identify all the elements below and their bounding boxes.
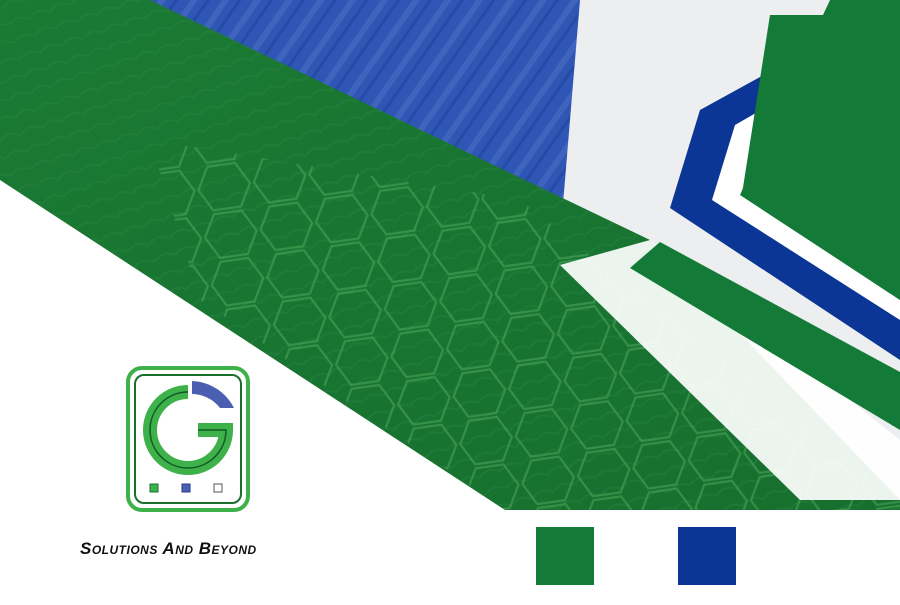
tagline-text: Solutions And Beyond	[80, 539, 257, 558]
company-logo	[126, 366, 250, 512]
white-stripe	[560, 240, 900, 500]
blue-swatch	[678, 527, 736, 585]
green-swatch	[536, 527, 594, 585]
logo-g-icon	[126, 366, 250, 512]
green-stripe	[630, 242, 900, 430]
